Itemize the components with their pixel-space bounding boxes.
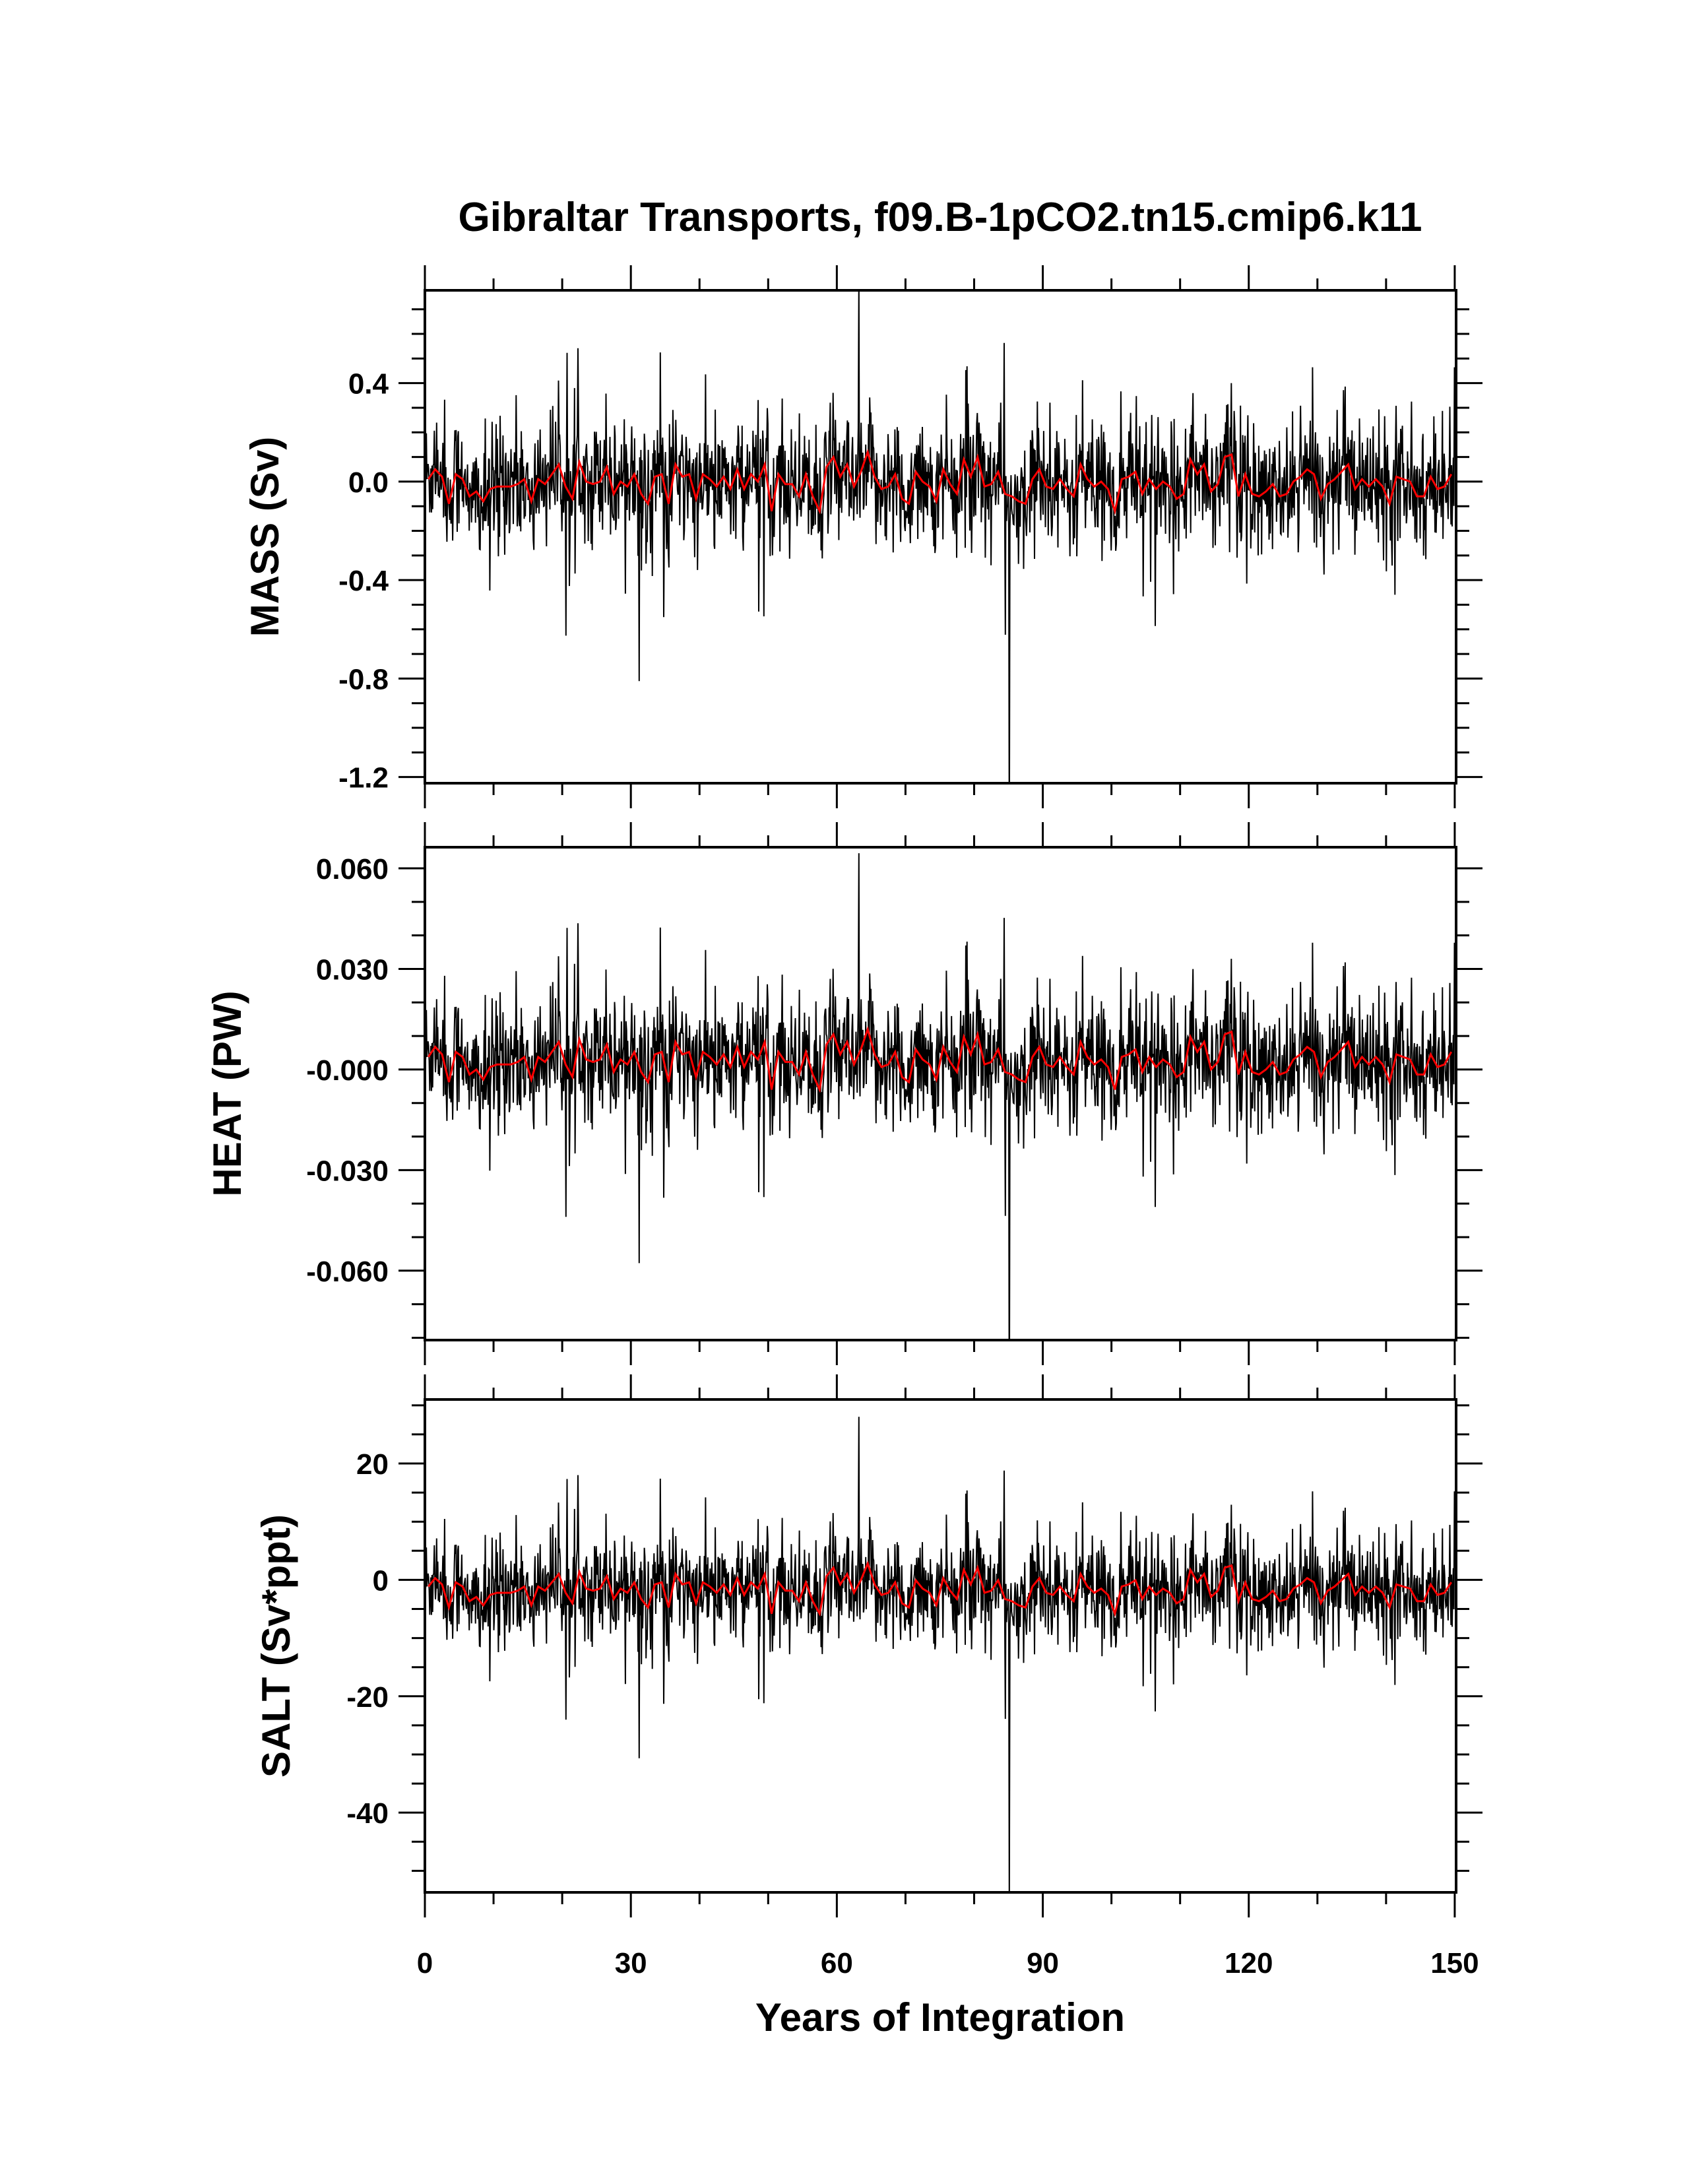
plot-frame [424, 846, 1457, 1341]
y-tick-label: -40 [346, 1797, 389, 1830]
x-tick-label: 120 [1225, 1947, 1273, 1979]
y-tick-label: 0.4 [348, 368, 389, 401]
annual-mean-line [427, 449, 1453, 515]
y-tick-label: 20 [356, 1448, 389, 1481]
y-tick-label: 0.0 [348, 466, 389, 499]
annual-mean-line [427, 1025, 1453, 1093]
x-tick-label: 90 [1027, 1947, 1059, 1979]
y-tick-label: 0 [373, 1564, 389, 1597]
y-axis-label: HEAT (PW) [205, 990, 249, 1196]
y-tick-label: -0.8 [338, 663, 389, 695]
y-tick-label: -0.4 [338, 565, 389, 597]
y-tick-label: -0.060 [306, 1256, 389, 1288]
panel-heat: -0.060 -0.030 -0.000 0.030 0.060 HEAT (PW) [205, 822, 1482, 1365]
x-tick-label: 150 [1430, 1947, 1479, 1979]
y-tick-label: -1.2 [338, 762, 389, 794]
annual-mean-line [428, 1560, 1452, 1617]
y-tick-label: 0.030 [316, 953, 389, 986]
panel-mass: -1.2 -0.8 -0.4 0.0 0.4 MASS (Sv) [243, 265, 1482, 808]
y-tick-label: -20 [346, 1681, 389, 1714]
x-axis-label: Years of Integration [755, 1995, 1125, 2039]
x-tick-label: 0 [417, 1947, 433, 1979]
x-tick-label: 30 [615, 1947, 647, 1979]
y-tick-label: 0.060 [316, 853, 389, 885]
panel-salt: -40 -20 0 20 SALT (Sv*ppt) [254, 1374, 1482, 1917]
monthly-series-line [425, 290, 1455, 783]
plot-frame [424, 1398, 1457, 1894]
chart-title: Gibraltar Transports, f09.B-1pCO2.tn15.c… [459, 195, 1422, 240]
x-tick-label: 60 [821, 1947, 853, 1979]
plot-frame [424, 289, 1457, 785]
y-axis-label: SALT (Sv*ppt) [254, 1514, 298, 1778]
monthly-series-line [425, 1417, 1455, 1892]
y-axis-label: MASS (Sv) [243, 437, 287, 637]
monthly-series-line [425, 853, 1455, 1340]
y-tick-label: -0.000 [306, 1054, 389, 1087]
y-tick-label: -0.030 [306, 1155, 389, 1187]
